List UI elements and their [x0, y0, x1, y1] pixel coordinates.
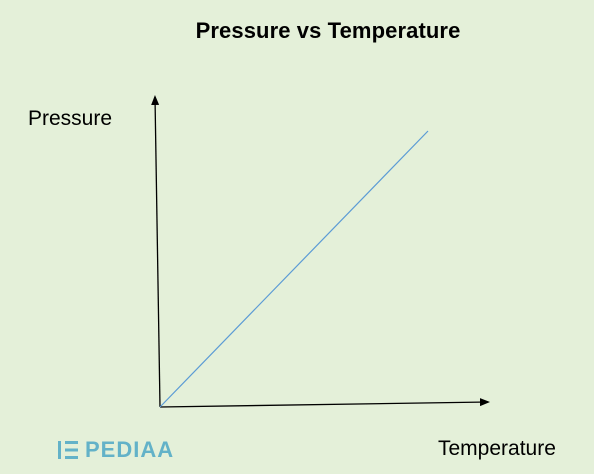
chart-title: Pressure vs Temperature [195, 18, 461, 43]
x-axis-label: Temperature [438, 437, 556, 460]
series-line-0 [159, 130, 429, 408]
y-axis [151, 95, 161, 408]
watermark-logo: PEDIAA [58, 439, 174, 461]
x-axis [159, 398, 490, 408]
y-axis-label: Pressure [28, 107, 113, 130]
watermark-text: PEDIAA [85, 437, 175, 462]
pediaa-logo-icon [58, 441, 78, 459]
